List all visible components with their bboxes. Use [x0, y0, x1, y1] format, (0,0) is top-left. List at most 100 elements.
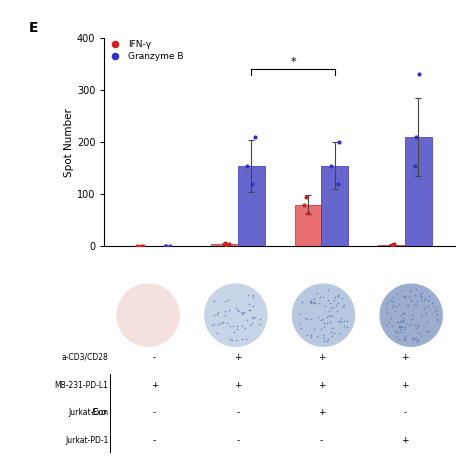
- Point: [421, 294, 429, 302]
- Polygon shape: [292, 284, 355, 346]
- Point: [246, 300, 253, 308]
- Point: [329, 303, 337, 310]
- Point: [384, 299, 392, 307]
- Point: [323, 319, 330, 327]
- Point: [228, 337, 236, 344]
- Point: [417, 292, 425, 300]
- Point: [248, 180, 255, 188]
- Point: [238, 322, 246, 329]
- Point: [251, 133, 258, 141]
- Point: [221, 307, 229, 314]
- Point: [306, 297, 313, 305]
- Point: [310, 299, 317, 307]
- Point: [237, 308, 245, 316]
- Point: [433, 310, 441, 318]
- Point: [295, 310, 303, 318]
- Point: [225, 306, 233, 314]
- Point: [256, 315, 264, 323]
- Point: [316, 293, 323, 301]
- Point: [332, 301, 340, 309]
- Point: [251, 313, 258, 321]
- Point: [213, 311, 221, 319]
- Bar: [321, 166, 348, 246]
- Point: [221, 239, 228, 246]
- Point: [400, 309, 408, 316]
- Point: [327, 162, 335, 170]
- Point: [301, 315, 309, 322]
- Bar: [295, 205, 321, 246]
- Text: +: +: [401, 437, 409, 445]
- Point: [397, 317, 404, 325]
- Point: [395, 300, 402, 308]
- Point: [319, 315, 327, 323]
- Point: [396, 323, 404, 331]
- Point: [248, 319, 256, 327]
- Point: [243, 316, 251, 323]
- Point: [428, 300, 436, 307]
- Point: [408, 336, 416, 343]
- Point: [318, 326, 325, 333]
- Point: [139, 243, 147, 250]
- Point: [314, 313, 322, 321]
- Text: -: -: [153, 353, 156, 362]
- Point: [386, 297, 393, 304]
- Point: [385, 318, 392, 326]
- Polygon shape: [117, 284, 179, 346]
- Point: [335, 299, 342, 307]
- Point: [389, 293, 397, 301]
- Point: [245, 307, 253, 314]
- Point: [344, 318, 351, 325]
- Point: [313, 332, 321, 340]
- Point: [337, 318, 345, 326]
- Point: [390, 301, 397, 309]
- Point: [321, 323, 328, 330]
- Point: [331, 293, 339, 301]
- Point: [246, 322, 253, 329]
- Point: [401, 334, 409, 341]
- Point: [414, 297, 421, 305]
- Point: [210, 320, 218, 328]
- Point: [392, 327, 399, 335]
- Point: [219, 319, 227, 326]
- Point: [327, 312, 334, 320]
- Point: [383, 305, 390, 313]
- Point: [383, 320, 390, 328]
- Point: [433, 307, 441, 314]
- Bar: [238, 166, 264, 246]
- Point: [396, 325, 404, 332]
- Point: [409, 334, 417, 342]
- Point: [401, 332, 409, 340]
- Point: [336, 318, 343, 325]
- Point: [302, 193, 310, 201]
- Point: [424, 328, 431, 335]
- Point: [233, 304, 240, 312]
- Point: [433, 315, 441, 323]
- Point: [399, 317, 406, 324]
- Text: +: +: [401, 381, 409, 390]
- Point: [309, 299, 316, 306]
- Point: [320, 334, 328, 341]
- Point: [414, 322, 422, 330]
- Point: [134, 243, 141, 250]
- Point: [411, 321, 419, 329]
- Point: [318, 316, 325, 323]
- Point: [422, 310, 430, 317]
- Point: [401, 292, 409, 300]
- Point: [431, 307, 439, 315]
- Point: [210, 311, 218, 319]
- Point: [328, 328, 335, 336]
- Point: [308, 298, 315, 306]
- Point: [415, 337, 422, 344]
- Point: [401, 336, 409, 344]
- Point: [399, 315, 407, 322]
- Point: [227, 322, 234, 329]
- Point: [337, 329, 344, 337]
- Point: [402, 319, 410, 327]
- Point: [334, 292, 342, 300]
- Point: [337, 314, 345, 322]
- Point: [161, 243, 169, 250]
- Point: [324, 286, 332, 294]
- Bar: [405, 137, 432, 246]
- Point: [425, 292, 433, 300]
- Point: [387, 314, 395, 322]
